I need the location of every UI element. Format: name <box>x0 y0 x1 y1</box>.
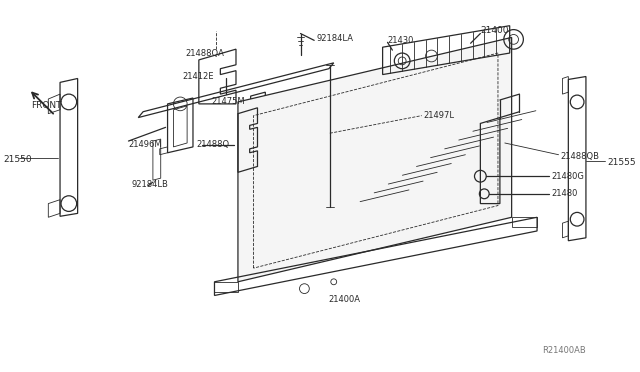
Text: 21412E: 21412E <box>182 72 214 81</box>
Text: 92184LB: 92184LB <box>131 180 168 189</box>
Text: 21400: 21400 <box>481 26 509 35</box>
Text: FRONT: FRONT <box>31 101 61 110</box>
Text: 92184LA: 92184LA <box>316 34 353 43</box>
Text: 21475M: 21475M <box>212 97 245 106</box>
Text: 21480G: 21480G <box>552 172 584 181</box>
Text: 21488QB: 21488QB <box>561 152 600 161</box>
Text: 21488QA: 21488QA <box>185 49 224 58</box>
Polygon shape <box>238 38 511 282</box>
Text: 21488Q: 21488Q <box>197 141 230 150</box>
Text: 21550: 21550 <box>3 155 32 164</box>
Text: 21496M: 21496M <box>129 141 162 150</box>
Text: 21480: 21480 <box>552 189 578 198</box>
Text: 21497L: 21497L <box>424 111 454 120</box>
Text: 21430: 21430 <box>387 36 414 45</box>
Text: 21400A: 21400A <box>329 295 361 304</box>
Text: 21555: 21555 <box>607 158 636 167</box>
Text: R21400AB: R21400AB <box>542 346 586 355</box>
